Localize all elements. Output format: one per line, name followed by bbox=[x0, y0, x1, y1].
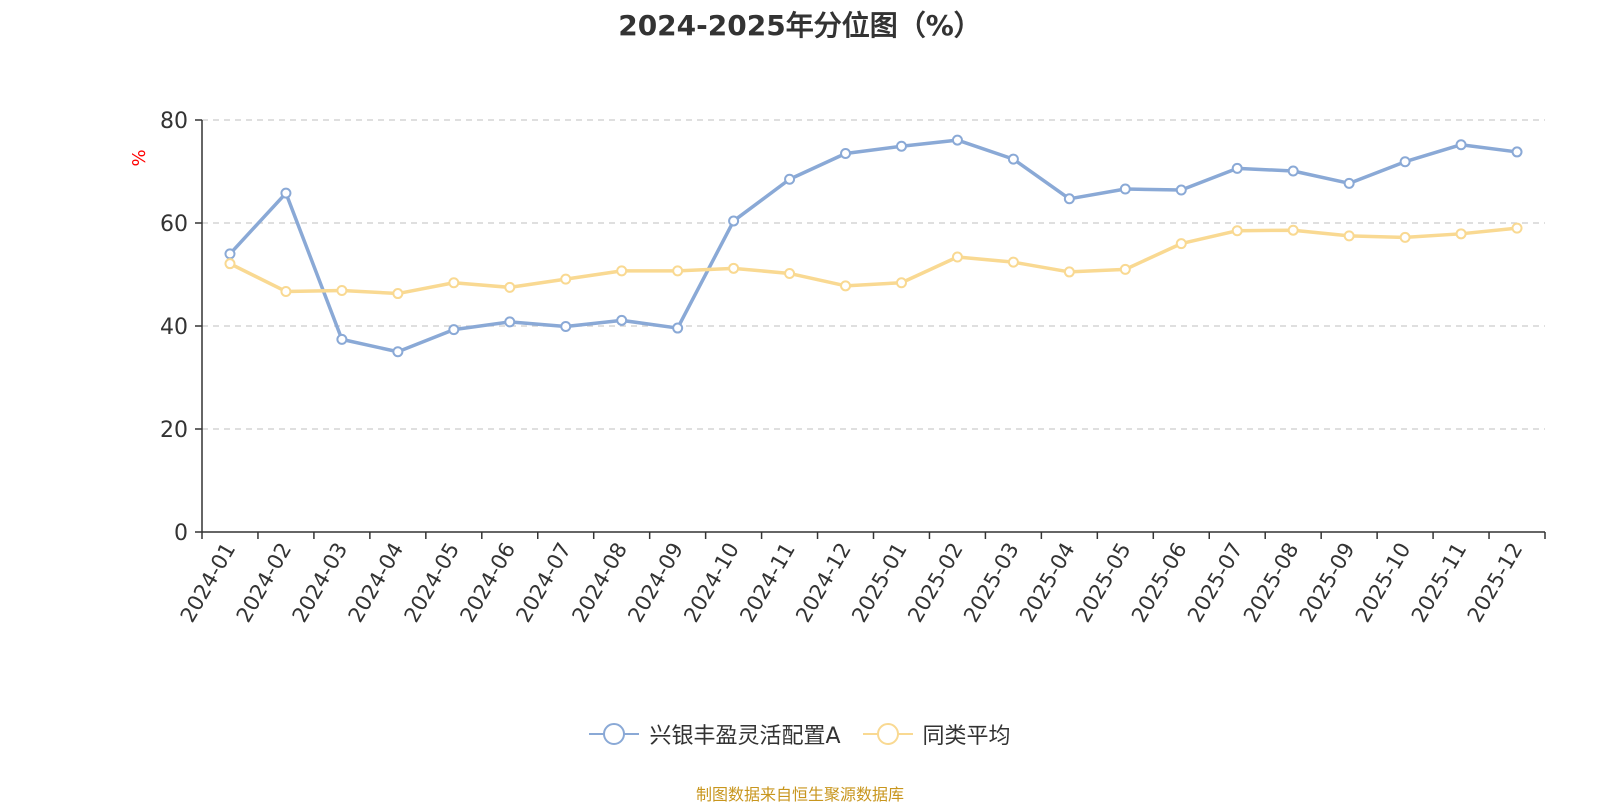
x-tick-label: 2024-05 bbox=[399, 539, 464, 627]
data-point-series-2 bbox=[280, 285, 292, 297]
data-point-series-2 bbox=[1175, 238, 1187, 250]
x-tick-label: 2024-10 bbox=[679, 539, 744, 627]
data-point-series-1 bbox=[280, 187, 292, 199]
data-point-series-1 bbox=[1175, 184, 1187, 196]
data-point-series-2 bbox=[784, 267, 796, 279]
x-tick-label: 2025-02 bbox=[903, 539, 968, 627]
x-tick-label: 2025-09 bbox=[1295, 539, 1360, 627]
data-point-series-2 bbox=[1007, 256, 1019, 268]
data-point-series-2 bbox=[616, 265, 628, 277]
legend-item-series-1[interactable]: 兴银丰盈灵活配置A bbox=[589, 718, 841, 750]
x-tick-label: 2024-12 bbox=[791, 539, 856, 627]
x-tick-label: 2025-12 bbox=[1463, 539, 1528, 627]
data-point-series-2 bbox=[1343, 230, 1355, 242]
data-point-series-2 bbox=[1119, 263, 1131, 275]
data-point-series-2 bbox=[392, 288, 404, 300]
data-point-series-2 bbox=[224, 258, 236, 270]
x-tick-label: 2024-11 bbox=[735, 539, 800, 627]
x-tick-label: 2025-03 bbox=[959, 538, 1024, 626]
y-axis-label: % bbox=[129, 149, 150, 166]
legend-label-series-2: 同类平均 bbox=[922, 724, 1011, 749]
data-point-series-2 bbox=[504, 281, 516, 293]
x-tick-label: 2025-07 bbox=[1183, 539, 1248, 627]
data-point-series-2 bbox=[728, 262, 740, 274]
data-point-series-1 bbox=[951, 134, 963, 146]
data-point-series-2 bbox=[840, 280, 852, 292]
data-point-series-2 bbox=[1455, 228, 1467, 240]
data-point-series-1 bbox=[1119, 183, 1131, 195]
data-point-series-2 bbox=[1287, 224, 1299, 236]
data-source-note: 制图数据来自恒生聚源数据库 bbox=[695, 785, 904, 804]
legend: 兴银丰盈灵活配置A 同类平均 bbox=[0, 718, 1600, 750]
x-tick-label: 2024-04 bbox=[344, 539, 409, 627]
y-tick-label: 80 bbox=[160, 109, 188, 134]
data-point-series-2 bbox=[895, 277, 907, 289]
x-tick-label: 2025-05 bbox=[1071, 539, 1136, 627]
data-point-series-2 bbox=[1063, 266, 1075, 278]
axis-layer: 0204060802024-012024-022024-032024-04202… bbox=[160, 109, 1546, 627]
data-point-series-1 bbox=[1063, 193, 1075, 205]
x-tick-label: 2025-01 bbox=[847, 539, 912, 627]
data-point-series-2 bbox=[1399, 231, 1411, 243]
data-point-series-1 bbox=[672, 322, 684, 334]
data-point-series-1 bbox=[1399, 156, 1411, 168]
data-point-series-1 bbox=[1511, 146, 1523, 158]
data-point-series-1 bbox=[1287, 165, 1299, 177]
data-point-series-1 bbox=[560, 321, 572, 333]
data-point-series-2 bbox=[672, 265, 684, 277]
data-point-series-1 bbox=[336, 333, 348, 345]
grid-layer bbox=[202, 119, 1545, 430]
data-point-series-2 bbox=[560, 273, 572, 285]
data-point-series-1 bbox=[895, 140, 907, 152]
x-tick-label: 2025-10 bbox=[1351, 539, 1416, 627]
x-tick-label: 2024-02 bbox=[232, 539, 297, 627]
data-point-series-2 bbox=[448, 277, 460, 289]
data-point-series-1 bbox=[1343, 177, 1355, 189]
data-point-series-1 bbox=[448, 324, 460, 336]
x-tick-label: 2024-09 bbox=[623, 539, 688, 627]
x-tick-label: 2025-11 bbox=[1407, 539, 1472, 627]
data-point-series-1 bbox=[616, 314, 628, 326]
legend-item-series-2[interactable]: 同类平均 bbox=[862, 718, 1011, 750]
y-tick-label: 20 bbox=[160, 418, 188, 443]
x-tick-label: 2024-08 bbox=[567, 539, 632, 627]
series-line-2 bbox=[229, 226, 1518, 296]
data-point-series-1 bbox=[1455, 139, 1467, 151]
data-point-series-1 bbox=[840, 147, 852, 159]
y-tick-label: 40 bbox=[160, 315, 188, 340]
data-point-series-2 bbox=[336, 284, 348, 296]
x-tick-label: 2024-03 bbox=[288, 539, 353, 627]
data-point-series-1 bbox=[728, 215, 740, 227]
x-tick-label: 2024-01 bbox=[176, 539, 241, 627]
legend-swatch-series-2 bbox=[862, 723, 913, 745]
y-tick-label: 0 bbox=[174, 521, 188, 546]
data-point-series-1 bbox=[784, 173, 796, 185]
data-point-series-1 bbox=[392, 346, 404, 358]
legend-swatch-series-1 bbox=[589, 723, 640, 745]
chart-title: 2024-2025年分位图（%） bbox=[618, 9, 982, 42]
series-layer bbox=[224, 134, 1523, 358]
legend-label-series-1: 兴银丰盈灵活配置A bbox=[649, 724, 841, 749]
data-point-series-1 bbox=[504, 316, 516, 328]
data-point-series-1 bbox=[1007, 153, 1019, 165]
data-point-series-1 bbox=[224, 248, 236, 260]
x-tick-label: 2025-08 bbox=[1239, 539, 1304, 627]
x-tick-label: 2025-06 bbox=[1127, 539, 1192, 627]
series-line-1 bbox=[228, 138, 1518, 354]
x-tick-label: 2024-07 bbox=[511, 539, 576, 627]
data-point-series-2 bbox=[1231, 225, 1243, 237]
x-tick-label: 2025-04 bbox=[1015, 539, 1080, 627]
y-tick-label: 60 bbox=[160, 212, 188, 237]
x-tick-label: 2024-06 bbox=[455, 539, 520, 627]
data-point-series-2 bbox=[1511, 222, 1523, 234]
data-point-series-1 bbox=[1231, 162, 1243, 174]
data-point-series-2 bbox=[951, 251, 963, 263]
